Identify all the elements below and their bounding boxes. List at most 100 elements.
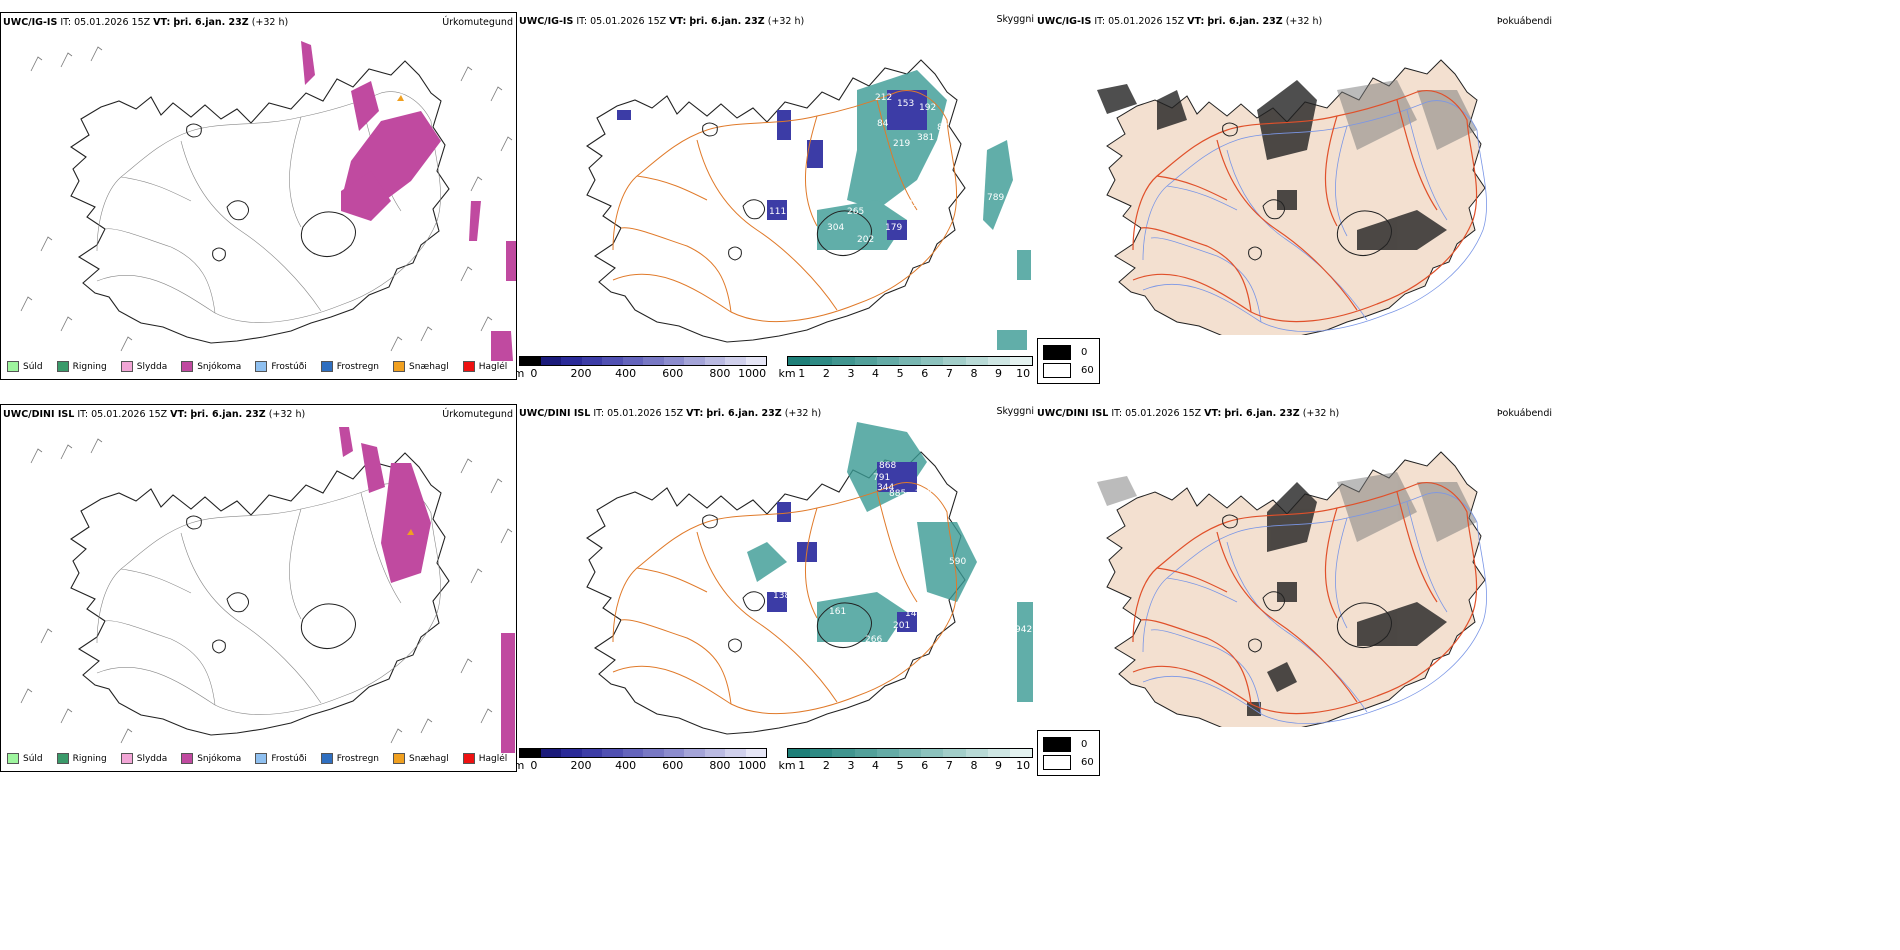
panel-header: UWC/IG-IS IT: 05.01.2026 15Z VT: þri. 6.… <box>1037 16 1322 27</box>
precip-type-map <box>20 427 515 753</box>
colorbar-tick: 7 <box>945 759 953 772</box>
ceiling-areas <box>617 90 927 240</box>
colorbar-tick: 1 <box>798 759 806 772</box>
legend-item-frostudi: Frostúði <box>255 361 307 372</box>
legend-label: Haglél <box>478 361 508 372</box>
fog-panel-bottom: UWC/DINI ISL IT: 05.01.2026 15Z VT: þri.… <box>1037 404 1555 729</box>
legend-label: Haglél <box>478 753 508 764</box>
colorbar-tick: 10 <box>1016 367 1031 380</box>
colorbar-tick: 9 <box>995 367 1003 380</box>
vt-value: þri. 6.jan. 23Z <box>1224 408 1300 419</box>
it-label: IT: <box>60 17 72 28</box>
it-value: 05.01.2026 15Z <box>1125 408 1202 419</box>
panel-header: UWC/DINI ISL IT: 05.01.2026 15Z VT: þri.… <box>1037 408 1339 419</box>
fog-legend-label: 0 <box>1081 738 1088 750</box>
model-name: UWC/IG-IS <box>519 16 574 27</box>
panel-header: UWC/DINI ISL IT: 05.01.2026 15Z VT: þri.… <box>3 409 305 420</box>
legend-item-snjokoma: Snjókoma <box>181 753 241 764</box>
precip-type-title: Úrkomutegund <box>442 409 513 420</box>
lead-time: (+32 h) <box>1285 16 1323 27</box>
colorbar-tick: 6 <box>921 759 929 772</box>
legend-label: Frostregn <box>336 361 380 372</box>
legend-item-slydda: Slydda <box>120 753 168 764</box>
legend-label: Súld <box>23 753 43 764</box>
colorbar-tick: 600 <box>662 367 684 380</box>
ceiling-label: 219 <box>893 139 910 149</box>
fog-legend-top: 0 60 <box>1037 338 1100 384</box>
lead-time: (+32 h) <box>784 408 822 419</box>
colorbar-tick: 1 <box>798 367 806 380</box>
visibility-colorbar-ticks: km 1 2 3 4 5 6 7 8 9 10 <box>778 366 1033 380</box>
legend-item-rigning: Rigning <box>56 361 107 372</box>
colorbar-tick: 7 <box>945 367 953 380</box>
model-name: UWC/IG-IS <box>3 17 58 28</box>
fog-legend-row: 0 <box>1043 343 1094 361</box>
ceiling-label: 212 <box>875 93 892 103</box>
legend-item-frostregn: Frostregn <box>320 753 379 764</box>
precip-type-panel-bottom: UWC/DINI ISL IT: 05.01.2026 15Z VT: þri.… <box>0 404 517 772</box>
fog-shading-light <box>1097 472 1477 542</box>
ceiling-title: Skyggni <box>996 14 1034 25</box>
colorbar-unit: km <box>778 759 796 772</box>
fog-shading <box>1247 482 1447 716</box>
ceiling-map: 212 153 192 84 381 87 219 259 111 265 30… <box>586 59 1031 350</box>
ceiling-label: 942 <box>1015 625 1032 635</box>
colorbar-tick: 3 <box>847 759 855 772</box>
colorbar-unit: m <box>517 759 525 772</box>
ceiling-label: 202 <box>857 235 874 245</box>
colorbar-tick: 400 <box>615 367 637 380</box>
it-label: IT: <box>1094 16 1106 27</box>
vt-label: VT: <box>669 16 687 27</box>
colorbar-tick: 4 <box>872 759 880 772</box>
vt-label: VT: <box>1204 408 1222 419</box>
vt-label: VT: <box>170 409 188 420</box>
ceiling-value-labels: 868 791 344 885 203 251 590 138 161 144 … <box>773 461 1032 645</box>
colorbar-tick: 5 <box>896 759 904 772</box>
visibility-colorbar: km 1 2 3 4 5 6 7 8 9 10 <box>778 748 1033 772</box>
visibility-colorbar: km 1 2 3 4 5 6 7 8 9 10 <box>778 356 1033 380</box>
it-value: 05.01.2026 15Z <box>1108 16 1185 27</box>
ceiling-label: 868 <box>879 461 896 471</box>
legend-item-haglel: Haglél <box>462 753 508 764</box>
ceiling-label: 791 <box>873 473 890 483</box>
legend-item-snaehagl: Snæhagl <box>393 753 449 764</box>
colorbar-tick: 1000 <box>738 759 767 772</box>
fog-title: Þokuábendi <box>1496 16 1552 27</box>
ceiling-colorbar-strip <box>519 356 767 366</box>
ceiling-title: Skyggni <box>996 406 1034 417</box>
ceiling-label: 259 <box>907 199 924 209</box>
panel-header: UWC/IG-IS IT: 05.01.2026 15Z VT: þri. 6.… <box>3 17 288 28</box>
ceiling-colorbar-strip <box>519 748 767 758</box>
fog-legend-row: 0 <box>1043 735 1094 753</box>
ceiling-label: 161 <box>829 607 846 617</box>
ceiling-label: 203 <box>915 489 932 499</box>
colorbar-tick: 800 <box>709 367 731 380</box>
colorbar-tick: 3 <box>847 367 855 380</box>
fog-shading <box>1097 80 1447 250</box>
fog-map <box>1097 59 1488 335</box>
visibility-colorbar-strip <box>787 356 1033 366</box>
ceiling-label: 84 <box>877 119 889 129</box>
ceiling-label: 590 <box>949 557 966 567</box>
ceiling-value-labels: 212 153 192 84 381 87 219 259 111 265 30… <box>769 93 1004 245</box>
legend-item-frostregn: Frostregn <box>320 361 380 372</box>
it-label: IT: <box>1111 408 1123 419</box>
ceiling-label: 789 <box>987 193 1004 203</box>
legend-item-rigning: Rigning <box>56 753 107 764</box>
legend-item-sudl: Súld <box>7 361 43 372</box>
legend-item-frostudi: Frostúði <box>255 753 307 764</box>
visibility-colorbar-ticks: km 1 2 3 4 5 6 7 8 9 10 <box>778 758 1033 772</box>
legend-label: Frostúði <box>271 753 307 764</box>
model-name: UWC/DINI ISL <box>3 409 75 420</box>
colorbar-tick: 4 <box>872 367 880 380</box>
vt-value: þri. 6.jan. 23Z <box>689 16 765 27</box>
ceiling-map: 868 791 344 885 203 251 590 138 161 144 … <box>586 422 1033 735</box>
legend-label: Snæhagl <box>409 361 449 372</box>
fog-legend-label: 60 <box>1081 364 1094 376</box>
legend-item-snaehagl: Snæhagl <box>393 361 449 372</box>
fog-legend-bottom: 0 60 <box>1037 730 1100 776</box>
ceiling-label: 304 <box>827 223 844 233</box>
precip-type-map <box>20 41 516 361</box>
legend-item-sudl: Súld <box>7 753 43 764</box>
legend-label: Slydda <box>136 753 168 764</box>
